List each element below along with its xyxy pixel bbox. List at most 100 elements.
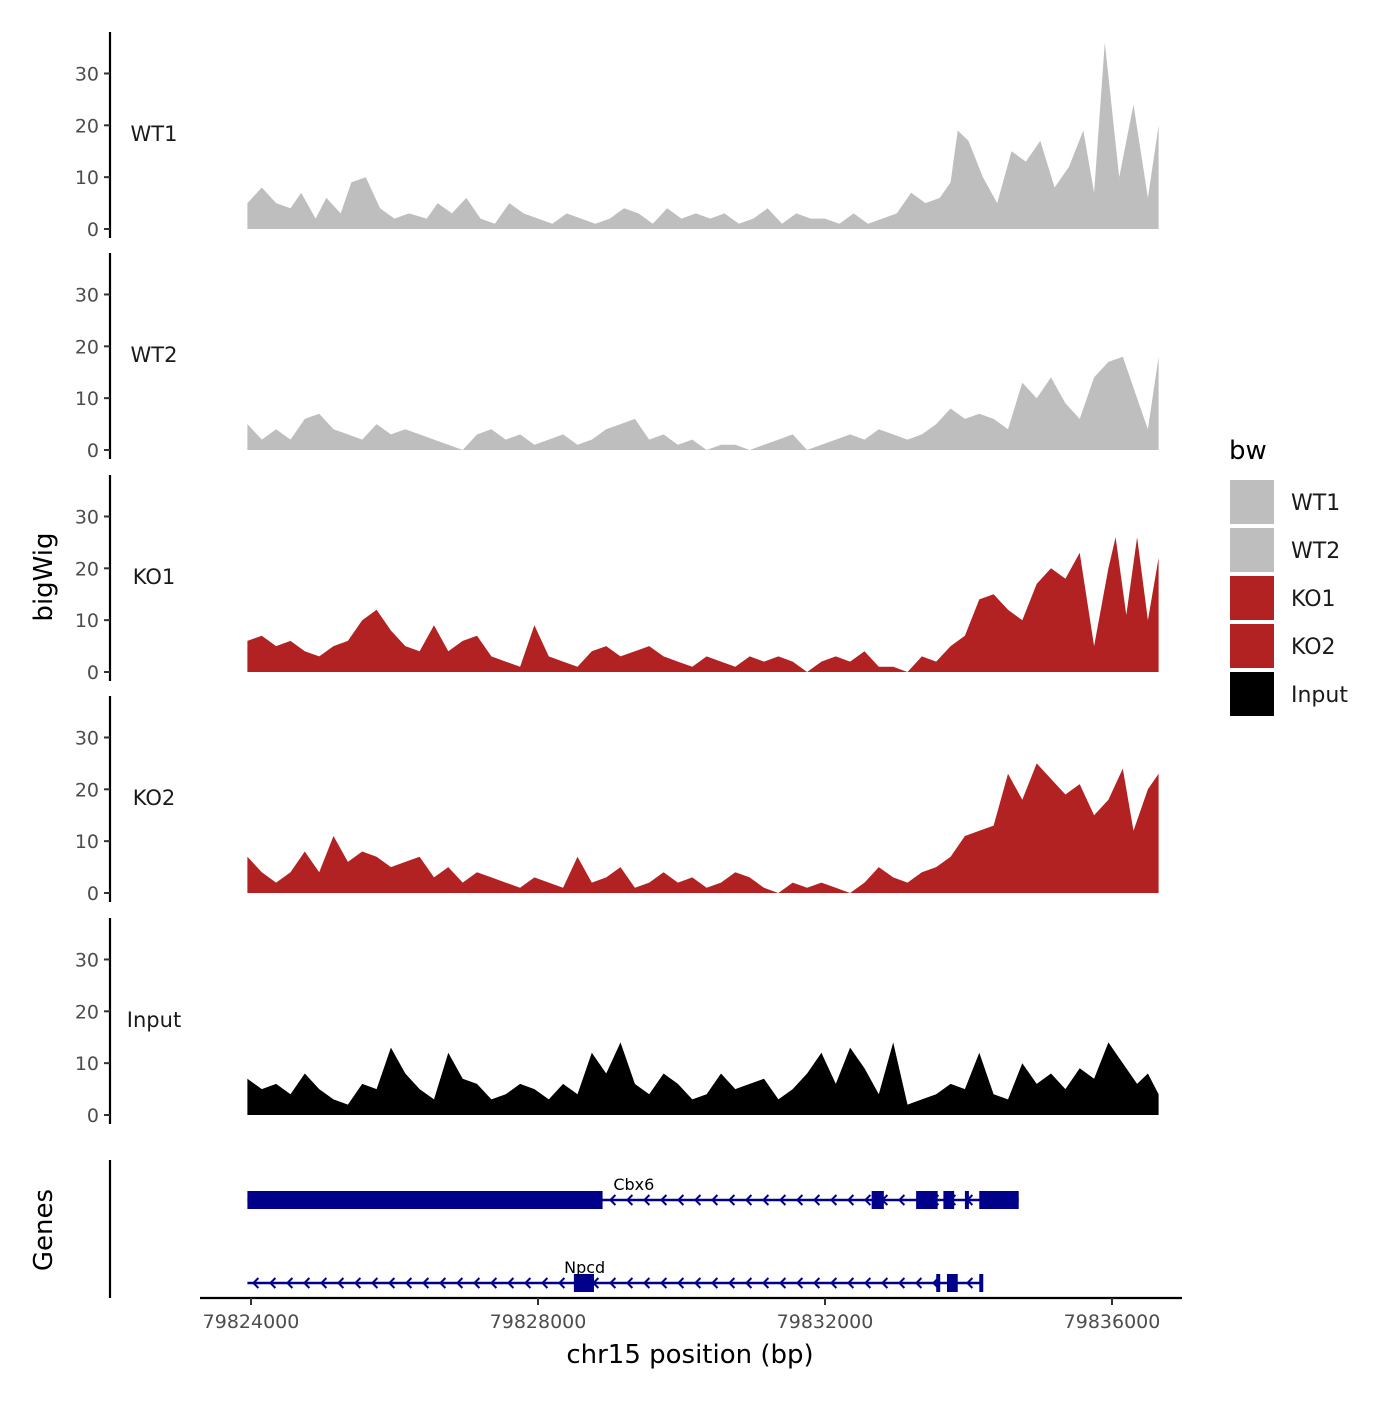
- area-wt1: [247, 42, 1159, 230]
- strand-arrow: [829, 1194, 838, 1206]
- x-tick-label: 79832000: [777, 1311, 874, 1333]
- gene-label: Cbx6: [613, 1175, 654, 1194]
- x-axis: 79824000 79828000 79832000 79836000: [200, 1296, 1182, 1333]
- strand-arrow: [608, 1277, 617, 1289]
- y-tick-label: 10: [75, 388, 99, 410]
- track-label: WT1: [131, 122, 178, 146]
- gene-exon: [979, 1274, 984, 1292]
- gene-exon: [946, 1274, 958, 1292]
- strand-arrow: [693, 1277, 702, 1289]
- gene-exon: [573, 1274, 594, 1292]
- track-wt1: 0 10 20 30 WT1: [75, 32, 1159, 241]
- strand-arrow: [642, 1194, 651, 1206]
- track-label: WT2: [131, 343, 178, 367]
- y-tick-label: 0: [87, 219, 99, 241]
- y-tick-label: 20: [75, 779, 99, 801]
- strand-arrow: [523, 1277, 532, 1289]
- area-wt2: [247, 356, 1159, 450]
- strand-arrow: [727, 1194, 736, 1206]
- gene-exon: [247, 1191, 603, 1209]
- strand-arrow: [863, 1194, 872, 1206]
- strand-arrow: [404, 1277, 413, 1289]
- strand-arrow: [319, 1277, 328, 1289]
- x-axis-title: chr15 position (bp): [566, 1340, 813, 1370]
- gene-exon: [916, 1191, 938, 1209]
- track-label: KO2: [133, 786, 176, 810]
- area-input: [247, 1042, 1159, 1115]
- y-tick-label: 0: [87, 440, 99, 462]
- track-ko1: 0 10 20 30 KO1: [75, 475, 1159, 684]
- y-tick-label: 0: [87, 883, 99, 905]
- legend-swatch-wt2: [1230, 528, 1274, 572]
- strand-arrow: [370, 1277, 379, 1289]
- legend-label: KO1: [1291, 587, 1336, 612]
- strand-arrow: [863, 1277, 872, 1289]
- y-tick-label: 0: [87, 1105, 99, 1127]
- gene-exon: [871, 1191, 884, 1209]
- strand-arrow: [761, 1277, 770, 1289]
- y-tick-label: 20: [75, 558, 99, 580]
- strand-arrow: [795, 1194, 804, 1206]
- y-tick-label: 20: [75, 1001, 99, 1023]
- area-ko1: [247, 537, 1159, 672]
- y-tick-label: 30: [75, 506, 99, 528]
- strand-arrow: [438, 1277, 447, 1289]
- legend-swatch-wt1: [1230, 480, 1274, 524]
- gene-npcd: Npcd: [247, 1258, 984, 1292]
- y-tick-label: 10: [75, 831, 99, 853]
- gene-exon: [979, 1191, 1019, 1209]
- track-ko2: 0 10 20 30 KO2: [75, 696, 1159, 905]
- strand-arrow: [659, 1277, 668, 1289]
- track-wt2: 0 10 20 30 WT2: [75, 253, 1159, 462]
- strand-arrow: [336, 1277, 345, 1289]
- strand-arrow: [846, 1277, 855, 1289]
- strand-arrow: [846, 1194, 855, 1206]
- legend-title: bw: [1229, 436, 1267, 466]
- strand-arrow: [455, 1277, 464, 1289]
- strand-arrow: [914, 1277, 923, 1289]
- strand-arrow: [353, 1277, 362, 1289]
- strand-arrow: [710, 1277, 719, 1289]
- y-tick-label: 30: [75, 949, 99, 971]
- strand-arrow: [268, 1277, 277, 1289]
- signal-tracks: 0 10 20 30 WT1 0 10 20 30 WT2 0 10 20 30 KO1 0 10 20 30 KO2…: [75, 32, 1159, 1127]
- strand-arrow: [965, 1277, 974, 1289]
- strand-arrow: [387, 1277, 396, 1289]
- strand-arrow: [880, 1277, 889, 1289]
- gene-cbx6: Cbx6: [247, 1175, 1019, 1209]
- strand-arrow: [744, 1194, 753, 1206]
- strand-arrow: [421, 1277, 430, 1289]
- strand-arrow: [285, 1277, 294, 1289]
- strand-arrow: [625, 1277, 634, 1289]
- strand-arrow: [812, 1194, 821, 1206]
- strand-arrow: [829, 1277, 838, 1289]
- strand-arrow: [727, 1277, 736, 1289]
- gene-exon: [964, 1191, 969, 1209]
- strand-arrow: [540, 1277, 549, 1289]
- x-tick-label: 79828000: [490, 1311, 587, 1333]
- strand-arrow: [812, 1277, 821, 1289]
- strand-arrow: [897, 1277, 906, 1289]
- strand-arrow: [761, 1194, 770, 1206]
- strand-arrow: [251, 1277, 260, 1289]
- legend: bw WT1 WT2 KO1 KO2 Input: [1229, 436, 1348, 716]
- strand-arrow: [557, 1277, 566, 1289]
- y-tick-label: 20: [75, 336, 99, 358]
- strand-arrow: [693, 1194, 702, 1206]
- y-tick-label: 30: [75, 284, 99, 306]
- legend-swatch-ko1: [1230, 576, 1274, 620]
- strand-arrow: [897, 1194, 906, 1206]
- x-tick-label: 79824000: [203, 1311, 300, 1333]
- gene-exon: [936, 1274, 941, 1292]
- y-tick-label: 10: [75, 1053, 99, 1075]
- legend-label: WT1: [1291, 491, 1340, 516]
- strand-arrow: [778, 1277, 787, 1289]
- strand-arrow: [676, 1194, 685, 1206]
- legend-swatch-input: [1230, 672, 1274, 716]
- y-tick-label: 30: [75, 727, 99, 749]
- y-tick-label: 10: [75, 610, 99, 632]
- genes-panel-title: Genes: [29, 1189, 59, 1271]
- gene-track: Cbx6 Npcd: [108, 1160, 1019, 1298]
- strand-arrow: [744, 1277, 753, 1289]
